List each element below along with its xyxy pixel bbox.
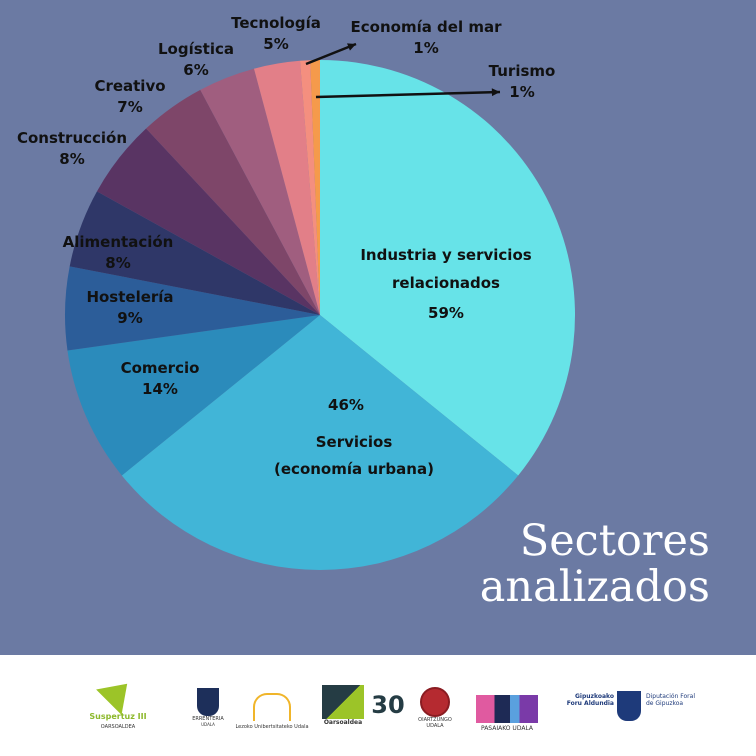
label-2: Comercio	[121, 359, 200, 377]
label-servicios-1: Servicios	[316, 433, 393, 451]
value-3: 9%	[117, 309, 142, 327]
rocket-icon	[96, 671, 140, 715]
arrow-economia-mar-head	[347, 43, 356, 51]
label-8: Tecnología	[231, 14, 321, 32]
label-industria-1: Industria y servicios	[360, 246, 531, 264]
pie-slice-2	[67, 315, 320, 476]
chart-title: Sectores analizados	[480, 518, 710, 610]
value-6: 7%	[117, 98, 142, 116]
oarsoaldea-mark	[322, 685, 364, 719]
oiartzun-sub: UDALA	[426, 723, 444, 729]
house-icon	[253, 693, 291, 721]
pasaia-logo: PASAIAKO UDALA	[476, 695, 538, 732]
value-5: 8%	[59, 150, 84, 168]
errenteria-text: ERRENTERIA	[192, 716, 224, 722]
oiartzun-text: OIARTZUNGO	[418, 717, 452, 723]
pie-slice-10	[310, 60, 320, 315]
value-9: 1%	[413, 39, 438, 57]
errenteria-logo: ERRENTERIA UDALA	[190, 688, 226, 727]
title-line-2: analizados	[479, 562, 710, 612]
value-7: 6%	[183, 61, 208, 79]
lezo-text: Lezoko Unibertsitateko Udala	[235, 724, 309, 730]
thirty-years-badge: 30	[371, 691, 405, 719]
value-8: 5%	[263, 35, 288, 53]
pie-slice-0	[320, 60, 576, 476]
label-6: Creativo	[94, 77, 165, 95]
oarsoaldea-text: Oarsoaldea	[323, 719, 363, 726]
castle-icon	[420, 687, 450, 717]
arrow-turismo	[315, 90, 501, 99]
label-industria-2: relacionados	[392, 274, 500, 292]
pasaia-text: PASAIAKO UDALA	[480, 725, 534, 732]
value-2: 14%	[142, 380, 178, 398]
shield-icon	[197, 688, 219, 716]
label-9: Economía del mar	[351, 18, 503, 36]
pie-slice-7	[200, 68, 320, 316]
lezo-logo: Lezoko Unibertsitateko Udala	[232, 693, 312, 730]
pie-slice-1	[121, 315, 519, 570]
label-10: Turismo	[489, 62, 556, 80]
title-line-1: Sectores	[519, 516, 710, 566]
errenteria-sub: UDALA	[201, 722, 215, 727]
diputacion-text: Diputación Foral de Gipuzkoa	[646, 693, 695, 707]
pie-slice-9	[299, 60, 320, 315]
oiartzun-logo: OIARTZUNGO UDALA	[414, 687, 456, 729]
arrow-turismo-head	[491, 88, 500, 97]
pie-slice-5	[96, 128, 320, 315]
label-3: Hostelería	[86, 288, 173, 306]
label-7: Logística	[158, 40, 234, 58]
value-4: 8%	[105, 254, 130, 272]
label-4: Alimentación	[63, 233, 174, 251]
oarsoaldea-logo: Oarsoaldea	[320, 685, 366, 726]
footer-logos: Suspertuz III OARSOALDEA ERRENTERIA UDAL…	[0, 655, 756, 756]
pie-slice-3	[65, 266, 320, 351]
pie-chart: Industria y servicios relacionados 59% 46% S…	[17, 14, 576, 570]
pie-slice-4	[69, 191, 321, 315]
suspertuz-sub: OARSOALDEA	[100, 724, 136, 730]
gipuzkoa-text: Gipuzkoako Foru Aldundia	[566, 693, 614, 707]
value-10: 1%	[509, 83, 534, 101]
pasaia-mark	[476, 695, 538, 723]
gipuzkoa-shield-icon	[617, 691, 641, 721]
pie-slice-8	[254, 60, 320, 316]
label-servicios-2: (economía urbana)	[274, 460, 434, 478]
arrow-economia-mar	[305, 42, 357, 66]
value-servicios: 46%	[328, 396, 364, 414]
value-industria: 59%	[428, 304, 464, 322]
suspertuz-text: Suspertuz III	[89, 712, 147, 721]
pie-slice-6	[146, 89, 320, 316]
suspertuz-logo: Suspertuz III OARSOALDEA	[88, 671, 148, 730]
label-5: Construcción	[17, 129, 127, 147]
